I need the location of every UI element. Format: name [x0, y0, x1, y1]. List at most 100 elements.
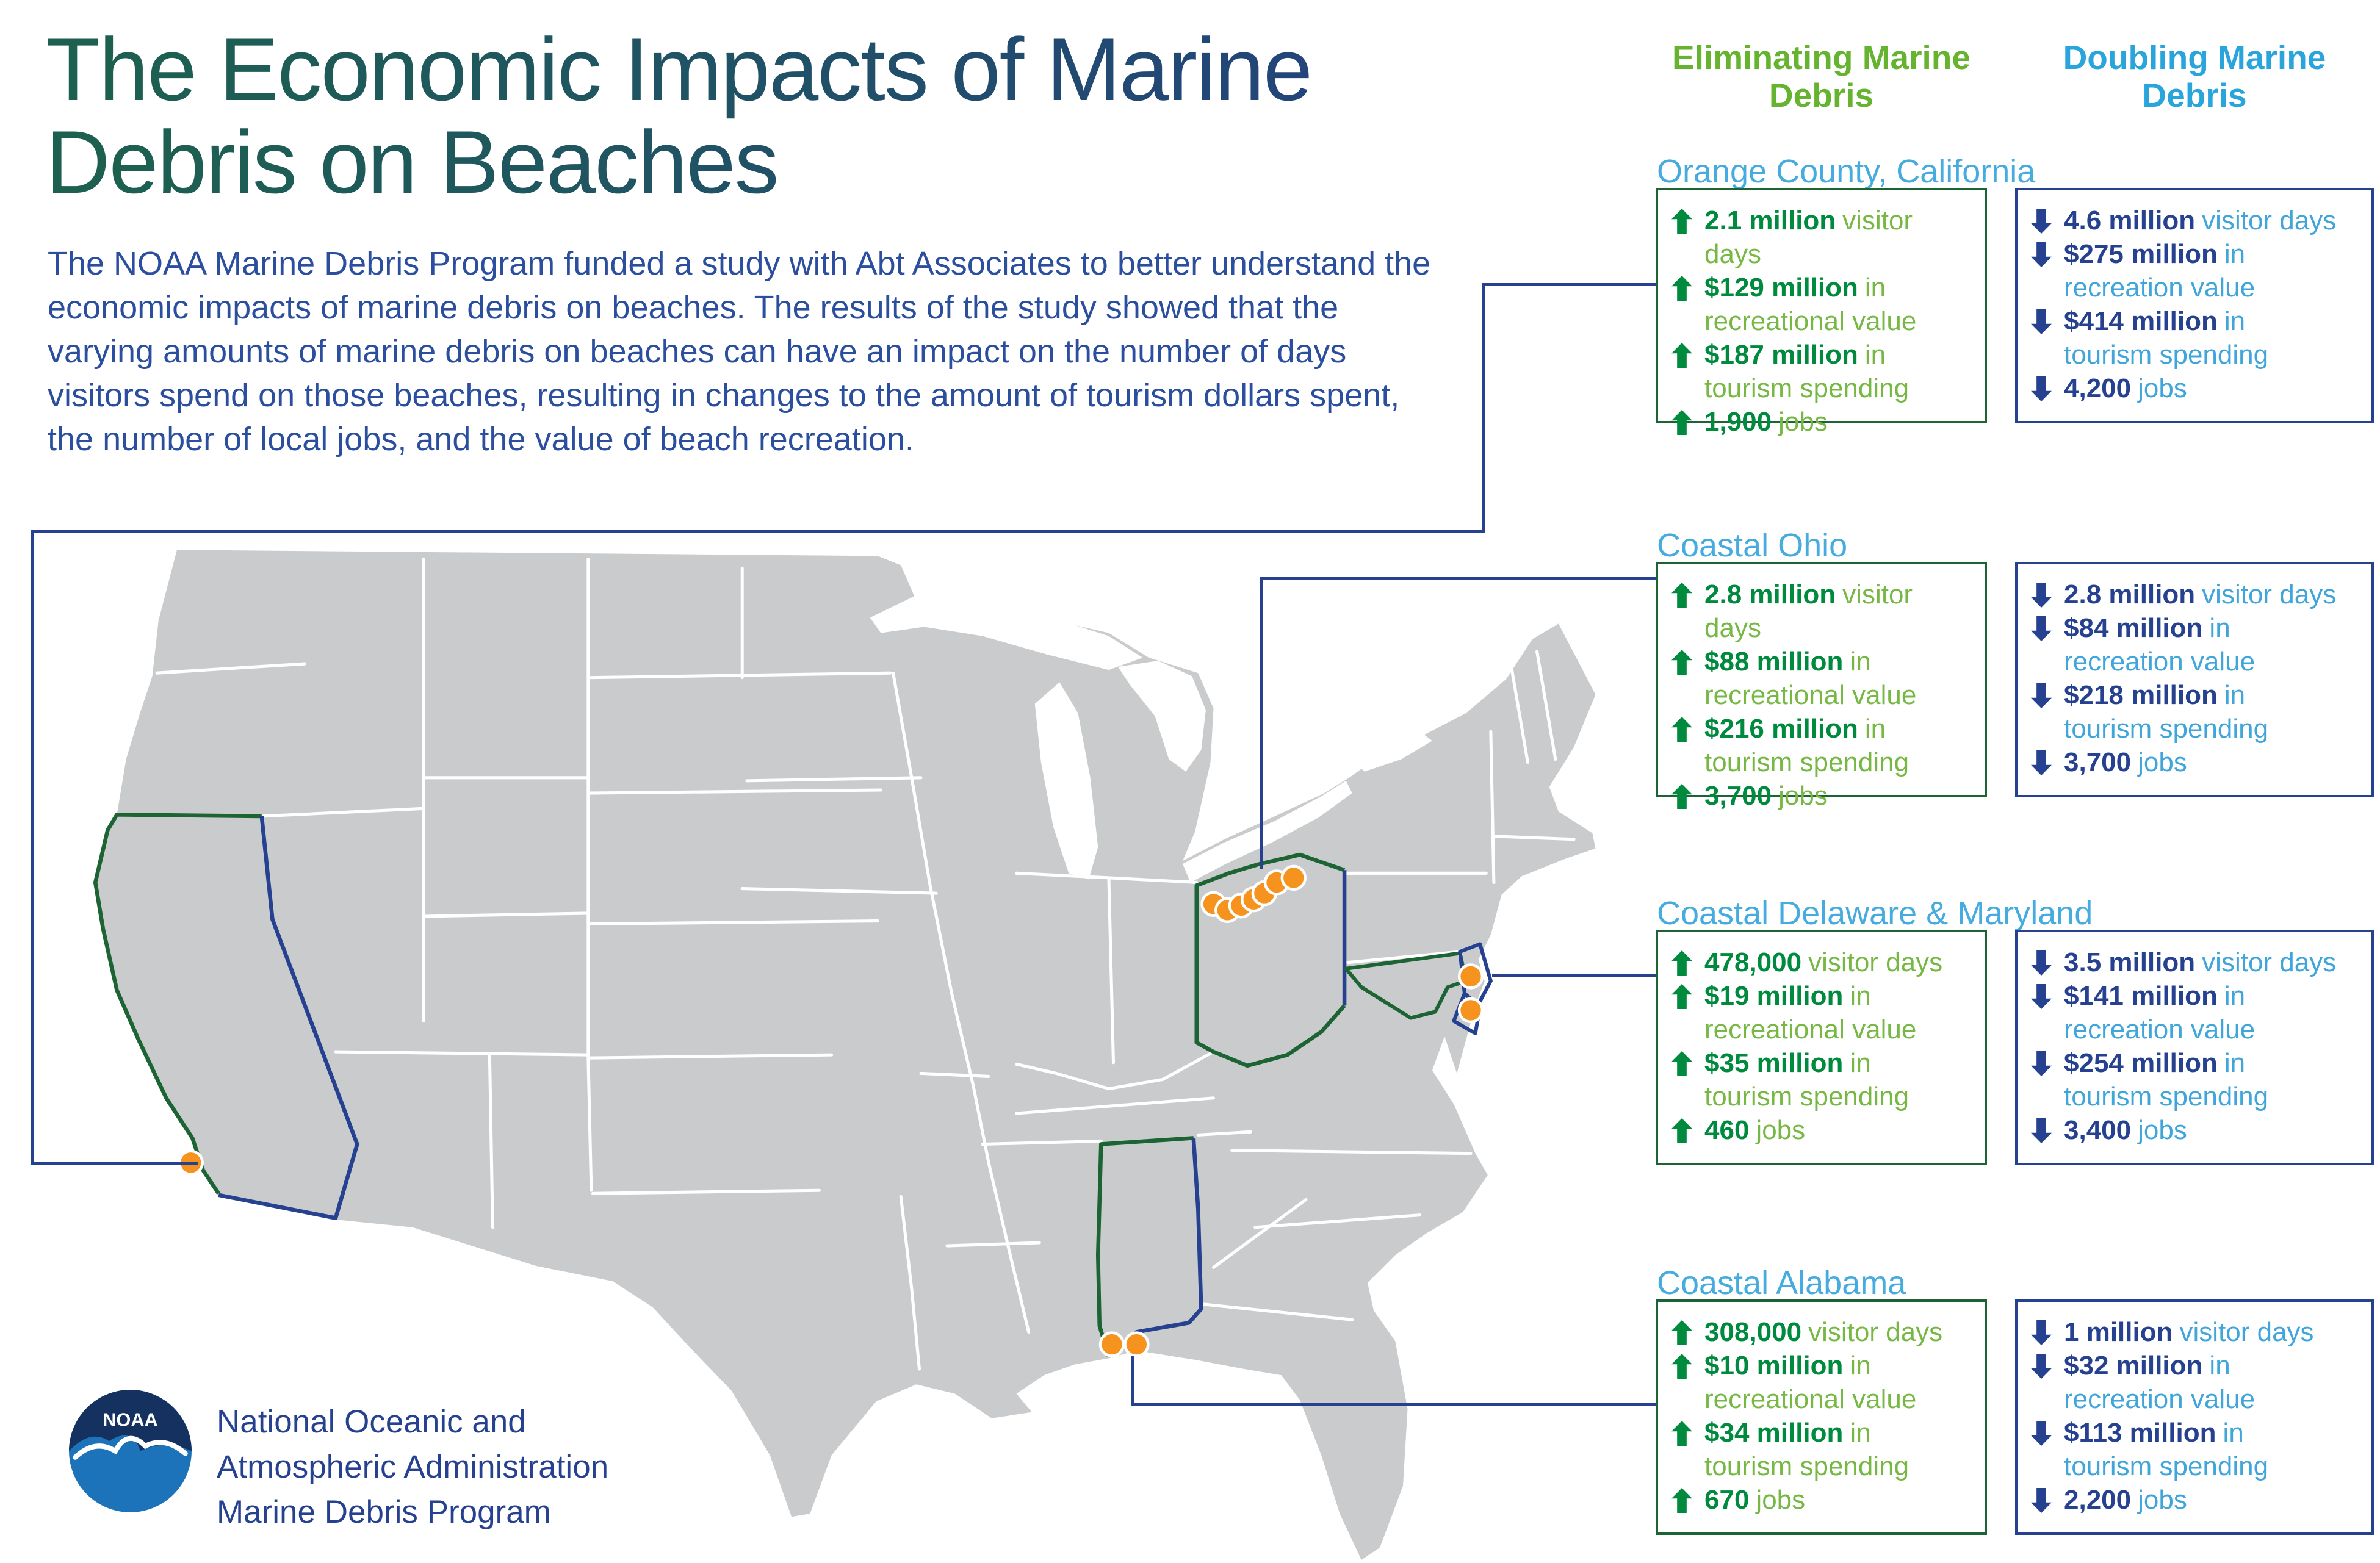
state-borders — [155, 557, 1576, 1371]
connector-ohio — [1260, 577, 1656, 580]
down-arrow-icon — [2031, 309, 2052, 334]
down-arrow-icon — [2031, 242, 2052, 267]
stat-item: 3,700 jobs — [1671, 779, 1976, 813]
noaa-logo-sky — [69, 1390, 192, 1451]
connector-alabama — [1131, 1403, 1656, 1406]
intro-paragraph: The NOAA Marine Debris Program funded a … — [48, 245, 1431, 458]
lake-huron — [1118, 661, 1206, 772]
stat-item: $10 million in recreational value — [1671, 1349, 1976, 1416]
region-coastal-delaware-maryland: Coastal Delaware & Maryland 478,000 visit… — [1656, 894, 2376, 1175]
stat-value: $141 million — [2064, 981, 2218, 1011]
down-arrow-icon — [2031, 583, 2052, 608]
us-map — [93, 550, 1596, 1560]
stat-item: $19 million in recreational value — [1671, 979, 1976, 1046]
connector-delaware-maryland — [1492, 974, 1656, 977]
stat-item: 1 million visitor days — [2031, 1315, 2363, 1349]
doubling-stats-box: 1 million visitor days $32 million in recr… — [2015, 1299, 2374, 1535]
stat-label: visitor days — [2202, 947, 2337, 977]
down-arrow-icon — [2031, 984, 2052, 1009]
lake-superior — [870, 592, 1143, 670]
stat-label: in recreational value — [1704, 273, 1917, 336]
stat-value: 4.6 million — [2064, 206, 2196, 235]
stat-value: $10 million — [1704, 1351, 1844, 1381]
stat-item: $254 million in tourism spending — [2031, 1046, 2363, 1113]
stat-item: $113 million in tourism spending — [2031, 1416, 2363, 1483]
stat-label: jobs — [2138, 373, 2187, 403]
seagull-icon — [73, 1435, 188, 1460]
stat-label: in tourism spending — [1704, 714, 1909, 777]
up-arrow-icon — [1671, 1320, 1692, 1345]
stat-label: in recreational value — [1704, 1351, 1917, 1414]
doubling-stats-box: 2.8 million visitor days $84 million in re… — [2015, 562, 2374, 797]
stat-label: jobs — [2138, 1115, 2187, 1145]
stat-label: jobs — [1756, 1485, 1806, 1515]
up-arrow-icon — [1671, 276, 1692, 301]
footer-line: National Oceanic and — [217, 1404, 526, 1440]
stat-label: visitor days — [1808, 1317, 1943, 1347]
region-coastal-ohio: Coastal Ohio 2.8 million visitor days $88… — [1656, 526, 2376, 811]
stat-label: visitor days — [2202, 206, 2337, 235]
down-arrow-icon — [2031, 1320, 2052, 1345]
down-arrow-icon — [2031, 1051, 2052, 1076]
eliminating-stats-box: 478,000 visitor days $19 million in recrea… — [1656, 930, 1987, 1165]
down-arrow-icon — [2031, 950, 2052, 976]
stat-label: in tourism spending — [1704, 340, 1909, 403]
down-arrow-icon — [2031, 1354, 2052, 1379]
connector-orange-county — [31, 530, 1485, 533]
stat-value: 1,900 — [1704, 407, 1772, 437]
stat-label: visitor days — [1704, 206, 1913, 269]
up-arrow-icon — [1671, 717, 1692, 742]
stat-label: jobs — [1778, 781, 1828, 811]
up-arrow-icon — [1671, 984, 1692, 1009]
footer-line: Marine Debris Program — [217, 1494, 551, 1530]
up-arrow-icon — [1671, 1051, 1692, 1076]
region-title: Coastal Alabama — [1657, 1265, 1906, 1301]
page-title: The Economic Impacts of Marine Debris on… — [46, 23, 1541, 209]
doubling-stats-box: 4.6 million visitor days $275 million in r… — [2015, 188, 2374, 423]
stat-label: in recreational value — [1704, 981, 1917, 1044]
noaa-logo-text: NOAA — [103, 1409, 158, 1431]
footer-org-name: National Oceanic and Atmospheric Adminis… — [217, 1400, 608, 1535]
stat-item: 4.6 million visitor days — [2031, 204, 2363, 237]
stat-value: $254 million — [2064, 1048, 2218, 1078]
stat-item: $187 million in tourism spending — [1671, 338, 1976, 405]
stat-label: visitor days — [2179, 1317, 2314, 1347]
beach-markers — [178, 864, 1484, 1357]
beach-marker-dot — [1457, 963, 1484, 990]
eliminating-stats-box: 2.8 million visitor days $88 million in re… — [1656, 562, 1987, 811]
stat-label: jobs — [1756, 1115, 1806, 1145]
stat-label: visitor days — [2202, 580, 2337, 609]
stat-item: 2,200 jobs — [2031, 1483, 2363, 1517]
up-arrow-icon — [1671, 343, 1692, 368]
doubling-stats-box: 3.5 million visitor days $141 million in r… — [2015, 930, 2374, 1165]
stat-label: in recreation value — [2064, 981, 2256, 1044]
stat-item: 3.5 million visitor days — [2031, 946, 2363, 979]
stat-label: in tourism spending — [2064, 680, 2269, 744]
stat-item: $84 million in recreation value — [2031, 611, 2363, 678]
stat-value: $275 million — [2064, 239, 2218, 269]
connector-orange-county — [1482, 283, 1659, 286]
stat-item: $216 million in tourism spending — [1671, 712, 1976, 779]
stat-item: 460 jobs — [1671, 1113, 1976, 1147]
stat-item: $414 million in tourism spending — [2031, 304, 2363, 372]
stat-label: jobs — [2138, 747, 2187, 777]
stat-value: 1 million — [2064, 1317, 2173, 1347]
stat-value: $35 million — [1704, 1048, 1844, 1078]
stat-value: 670 — [1704, 1485, 1750, 1515]
stat-label: in recreation value — [2064, 1351, 2256, 1414]
stat-value: 4,200 — [2064, 373, 2132, 403]
region-title: Orange County, California — [1657, 153, 2036, 190]
column-header-eliminating: Eliminating Marine Debris — [1672, 38, 1971, 114]
stat-value: 3.5 million — [2064, 947, 2196, 977]
beach-marker-dot — [1457, 997, 1484, 1024]
up-arrow-icon — [1671, 1354, 1692, 1379]
stat-label: in tourism spending — [2064, 1048, 2269, 1112]
up-arrow-icon — [1671, 650, 1692, 675]
connector-ohio — [1260, 577, 1263, 869]
stat-label: jobs — [1778, 407, 1828, 437]
stat-item: $34 million in tourism spending — [1671, 1416, 1976, 1483]
down-arrow-icon — [2031, 376, 2052, 401]
connector-orange-county — [1482, 283, 1485, 533]
stat-value: $129 million — [1704, 273, 1858, 303]
stat-item: 3,700 jobs — [2031, 746, 2363, 779]
